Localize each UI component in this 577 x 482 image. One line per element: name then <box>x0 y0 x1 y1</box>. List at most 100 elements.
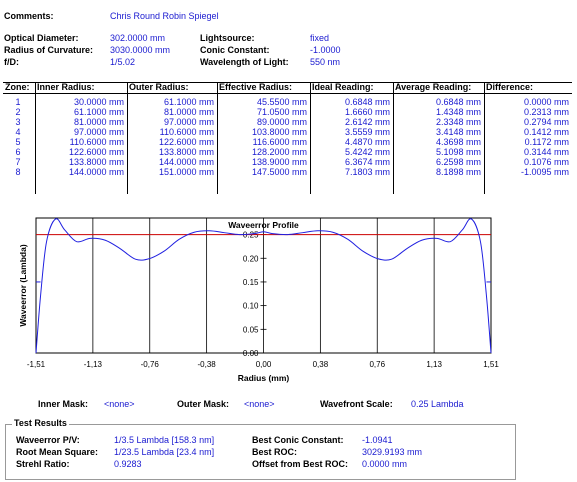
zone-column-divider <box>484 82 485 194</box>
zone-cell: 4 <box>15 127 21 137</box>
zone-cell: 1.4348 mm <box>435 107 481 117</box>
zone-cell: -1.0095 mm <box>520 167 569 177</box>
zone-cell: 3.5559 mm <box>344 127 390 137</box>
zone-cell: 151.0000 mm <box>158 167 214 177</box>
outer-mask-value: <none> <box>244 399 275 409</box>
x-tick-label: -1,13 <box>84 360 103 369</box>
zone-cell: 6.3674 mm <box>344 157 390 167</box>
zone-cell: 138.9000 mm <box>251 157 307 167</box>
zone-cell: 61.1000 mm <box>163 97 214 107</box>
x-tick-label: 0,38 <box>313 360 329 369</box>
strehl-label: Strehl Ratio: <box>16 459 70 469</box>
zone-cell: 0.6848 mm <box>344 97 390 107</box>
zone-cell: 122.6000 mm <box>68 147 124 157</box>
rms-label: Root Mean Square: <box>16 447 99 457</box>
offset-roc-value: 0.0000 mm <box>362 459 408 469</box>
zone-cell: 61.1000 mm <box>73 107 124 117</box>
zone-cell: 81.0000 mm <box>73 117 124 127</box>
inner-mask-value: <none> <box>104 399 135 409</box>
comments-value: Chris Round Robin Spiegel <box>110 11 219 21</box>
zone-cell: 110.6000 mm <box>69 137 124 147</box>
offset-roc-label: Offset from Best ROC: <box>252 459 349 469</box>
zone-cell: 144.0000 mm <box>158 157 214 167</box>
zone-cell: 6.2598 mm <box>435 157 481 167</box>
best-conic-value: -1.0941 <box>362 435 393 445</box>
zone-cell: 2 <box>15 107 21 117</box>
wavefront-scale-value: 0.25 Lambda <box>411 399 464 409</box>
x-tick-label: 1,13 <box>426 360 442 369</box>
zone-cell: 4.3698 mm <box>435 137 481 147</box>
zone-cell: 0.0000 mm <box>523 97 569 107</box>
zone-cell: 5.4242 mm <box>344 147 390 157</box>
zone-cell: 8.1898 mm <box>435 167 481 177</box>
outer-mask-label: Outer Mask: <box>177 399 230 409</box>
wavefront-scale-label: Wavefront Scale: <box>320 399 393 409</box>
x-tick-label: -1,51 <box>27 360 46 369</box>
zone-cell: 97.0000 mm <box>73 127 124 137</box>
strehl-value: 0.9283 <box>114 459 142 469</box>
zone-column-divider <box>127 82 128 194</box>
fd-value: 1/5.02 <box>110 57 136 67</box>
pv-label: Waveerror P/V: <box>16 435 80 445</box>
x-tick-label: -0,38 <box>198 360 217 369</box>
zone-cell: 0.1412 mm <box>523 127 569 137</box>
zone-cell: 7 <box>15 157 21 167</box>
zone-cell: 122.6000 mm <box>158 137 214 147</box>
x-tick-label: 0,00 <box>256 360 272 369</box>
zone-cell: 4.4870 mm <box>344 137 390 147</box>
zone-cell: 2.3348 mm <box>435 117 481 127</box>
y-tick-label: 0.10 <box>243 302 259 311</box>
zone-cell: 103.8000 mm <box>251 127 307 137</box>
optical-diameter-label: Optical Diameter: <box>4 33 79 43</box>
y-tick-label: 0.00 <box>243 349 259 358</box>
radius-curvature-label: Radius of Curvature: <box>4 45 94 55</box>
zone-cell: 0.2794 mm <box>523 117 569 127</box>
best-roc-value: 3029.9193 mm <box>362 447 423 457</box>
x-tick-label: 0,76 <box>369 360 385 369</box>
zone-cell: 97.0000 mm <box>163 117 214 127</box>
radius-curvature-value: 3030.0000 mm <box>110 45 171 55</box>
wavelength-label: Wavelength of Light: <box>200 57 289 67</box>
zone-header-4: Ideal Reading: <box>312 82 374 92</box>
y-tick-label: 0.15 <box>243 278 259 287</box>
zone-column-divider <box>310 82 311 194</box>
zone-cell: 30.0000 mm <box>73 97 124 107</box>
chart-title: Waveerror Profile <box>228 220 299 230</box>
zone-cell: 0.6848 mm <box>435 97 481 107</box>
optical-diameter-value: 302.0000 mm <box>110 33 166 43</box>
y-axis-label: Waveerror (Lambda) <box>18 244 28 327</box>
zone-header-1: Inner Radius: <box>37 82 95 92</box>
zone-cell: 116.6000 mm <box>252 137 307 147</box>
y-tick-label: 0.25 <box>243 231 259 240</box>
fd-label: f/D: <box>4 57 19 67</box>
zone-header-6: Difference: <box>486 82 534 92</box>
zone-header-3: Effective Radius: <box>219 82 293 92</box>
best-roc-label: Best ROC: <box>252 447 298 457</box>
zone-column-divider <box>393 82 394 194</box>
conic-constant-value: -1.0000 <box>310 45 341 55</box>
y-tick-label: 0.05 <box>243 325 259 334</box>
zone-cell: 1.6660 mm <box>344 107 390 117</box>
zone-cell: 1 <box>15 97 21 107</box>
test-results-box: Test Results Waveerror P/V: 1/3.5 Lambda… <box>5 418 516 480</box>
x-tick-label: -0,76 <box>141 360 160 369</box>
zone-cell: 147.5000 mm <box>251 167 307 177</box>
zone-cell: 2.6142 mm <box>344 117 390 127</box>
zone-cell: 7.1803 mm <box>344 167 390 177</box>
comments-label: Comments: <box>4 11 54 21</box>
best-conic-label: Best Conic Constant: <box>252 435 344 445</box>
zone-cell: 0.1172 mm <box>524 137 569 147</box>
zone-header-0: Zone: <box>5 82 30 92</box>
wavelength-value: 550 nm <box>310 57 341 67</box>
zone-cell: 6 <box>15 147 21 157</box>
zone-rule-header <box>3 93 572 94</box>
rms-value: 1/23.5 Lambda [23.4 nm] <box>114 447 215 457</box>
lightsource-value: fixed <box>310 33 330 43</box>
zone-column-divider <box>35 82 36 194</box>
zone-cell: 8 <box>15 167 21 177</box>
pv-value: 1/3.5 Lambda [158.3 nm] <box>114 435 215 445</box>
zone-cell: 0.3144 mm <box>523 147 569 157</box>
zone-cell: 133.8000 mm <box>68 157 124 167</box>
zones-table: Zone: Inner Radius: Outer Radius: Effective… <box>3 82 572 196</box>
lightsource-label: Lightsource: <box>200 33 255 43</box>
